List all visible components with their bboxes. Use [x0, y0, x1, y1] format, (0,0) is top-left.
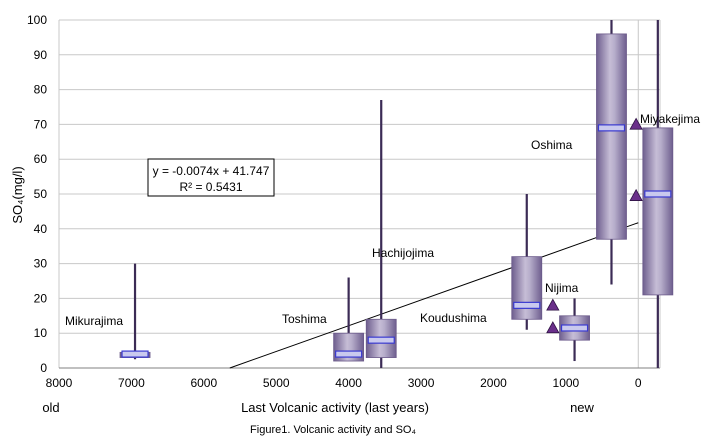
box-nijima	[559, 298, 590, 362]
median-bar	[597, 124, 626, 132]
box-label-toshima: Toshima	[282, 312, 327, 326]
median-bar	[644, 190, 672, 198]
triangle-marker-2	[629, 117, 643, 130]
equation-box-frame	[147, 158, 275, 197]
x-tick-label-0: 0	[635, 376, 642, 390]
figure-caption: Figure1. Volcanic activity and SO₄	[250, 424, 416, 436]
x-tick-label-7000: 7000	[118, 376, 145, 390]
y-tick-labels: 0 10 20 30 40 50 60 70 80 90 100	[27, 13, 47, 375]
y-tick-label-80: 80	[34, 83, 48, 97]
trendline-equation: y = -0.0074x + 41.747	[153, 164, 270, 178]
box-plots	[119, 20, 674, 368]
x-axis-right-label: new	[570, 400, 594, 415]
triangle-markers	[546, 117, 643, 334]
box-label-miyakejima: Miyakejima	[640, 112, 700, 126]
trendline-r2: R² = 0.5431	[179, 180, 242, 194]
trendline-equation-box: y = -0.0074x + 41.747 R² = 0.5431	[147, 158, 275, 197]
x-tick-label-2000: 2000	[480, 376, 507, 390]
box-label-nijima: Nijima	[545, 281, 579, 295]
triangle-marker-3	[629, 188, 643, 201]
box-body	[642, 127, 674, 296]
median-bar	[560, 324, 589, 332]
box-mikurajima	[119, 263, 151, 360]
x-axis-left-label: old	[42, 400, 59, 415]
x-axis-title: Last Volcanic activity (last years)	[241, 400, 429, 415]
y-tick-label-10: 10	[34, 326, 48, 340]
x-tick-label-1000: 1000	[553, 376, 580, 390]
box-label-oshima: Oshima	[531, 138, 573, 152]
box-label-hachijojima: Hachijojima	[372, 246, 434, 260]
box-oshima	[596, 20, 627, 285]
median-bar	[513, 301, 541, 309]
y-tick-label-0: 0	[40, 361, 47, 375]
median-bar	[121, 350, 149, 358]
box-hachijojima	[365, 100, 397, 368]
box-label-koudushima: Koudushima	[420, 311, 487, 325]
x-tick-label-8000: 8000	[46, 376, 73, 390]
y-tick-label-20: 20	[34, 291, 48, 305]
box-labels: Mikurajima Toshima Hachijojima Koudushima Ni…	[65, 112, 700, 328]
y-tick-label-90: 90	[34, 48, 48, 62]
triangle-marker-1	[546, 321, 560, 334]
y-axis-title: SO₄(mg/l)	[10, 166, 25, 223]
box-body	[511, 256, 543, 320]
median-bar	[367, 336, 395, 344]
y-tick-label-60: 60	[34, 152, 48, 166]
y-tick-label-100: 100	[27, 13, 47, 27]
x-tick-label-6000: 6000	[190, 376, 217, 390]
box-miyakejima	[642, 20, 674, 368]
triangle-marker-0	[546, 298, 560, 311]
y-tick-label-50: 50	[34, 187, 48, 201]
box-body	[596, 33, 627, 240]
median-bar	[335, 350, 363, 358]
y-tick-label-70: 70	[34, 117, 48, 131]
x-tick-labels: 8000 7000 6000 5000 4000 3000 2000 1000 0	[46, 376, 642, 390]
x-tick-label-3000: 3000	[408, 376, 435, 390]
y-tick-label-40: 40	[34, 222, 48, 236]
box-toshima	[333, 277, 365, 362]
x-tick-label-4000: 4000	[335, 376, 362, 390]
box-koudushima	[511, 194, 543, 330]
x-tick-label-5000: 5000	[263, 376, 290, 390]
trendline	[229, 222, 639, 369]
box-label-mikurajima: Mikurajima	[65, 314, 123, 328]
y-tick-label-30: 30	[34, 257, 48, 271]
trendline-group	[229, 222, 639, 369]
